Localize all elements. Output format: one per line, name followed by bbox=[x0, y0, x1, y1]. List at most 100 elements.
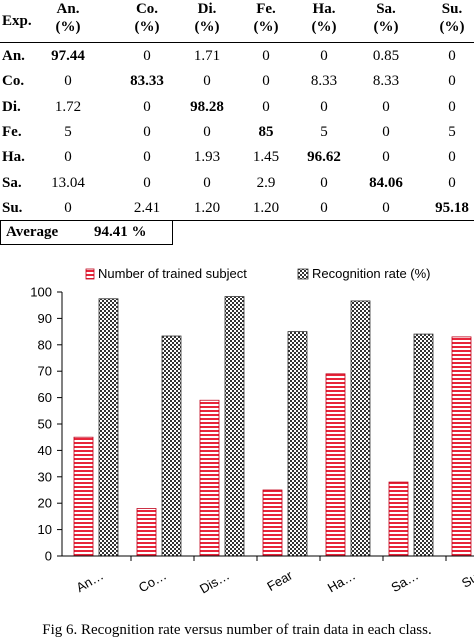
table-cell: 0 bbox=[320, 199, 328, 216]
table-cell: 5 bbox=[448, 123, 456, 140]
row-label: Ha. bbox=[2, 149, 25, 166]
bar-recognition-rate bbox=[161, 335, 182, 557]
table-row: Di. 1.72 0 98.28 0 0 0 0 bbox=[0, 94, 474, 121]
average-right-border bbox=[172, 220, 173, 244]
bar-chart: Number of trained subject Recognition ra… bbox=[30, 266, 474, 597]
table-cell: 1.20 bbox=[252, 199, 280, 216]
row-label: Di. bbox=[2, 98, 21, 115]
average-label: Average bbox=[6, 224, 59, 240]
column-header-unit: (%) bbox=[253, 19, 279, 35]
x-category-label: Dis… bbox=[197, 568, 232, 597]
table-cell: 0.85 bbox=[372, 48, 400, 64]
column-header-name: Fe. bbox=[256, 1, 276, 17]
average-top-rule bbox=[0, 220, 474, 221]
x-category-label: Co… bbox=[136, 568, 169, 596]
table-cell: 0 bbox=[203, 123, 211, 140]
column-header-name: Su. bbox=[441, 1, 463, 17]
x-category-label: Ha… bbox=[325, 568, 358, 596]
column-header-name: Di. bbox=[197, 1, 217, 17]
column-header-name: Co. bbox=[135, 1, 159, 17]
legend-label-trained-subject: Number of trained subject bbox=[98, 266, 247, 281]
column-header: Di. (%) bbox=[179, 0, 235, 42]
x-category-label: An… bbox=[73, 568, 106, 595]
row-label: Sa. bbox=[2, 174, 22, 191]
table-cell: 8.33 bbox=[372, 73, 400, 90]
column-header-name: Ha. bbox=[312, 1, 336, 17]
table-row: An. 97.44 0 1.71 0 0 0.85 0 bbox=[0, 43, 474, 70]
table-cell: 0 bbox=[448, 73, 456, 90]
column-header: Su. (%) bbox=[424, 0, 474, 42]
x-axis: An… Co… Dis… Fear Ha… Sa… Sur bbox=[62, 555, 474, 597]
table-cell: 1.72 bbox=[54, 98, 82, 115]
column-header-unit: (%) bbox=[373, 19, 399, 35]
table-cell: 8.33 bbox=[310, 73, 338, 90]
bars-group bbox=[73, 296, 472, 557]
bar-trained-subject bbox=[325, 373, 346, 557]
bar-trained-subject bbox=[136, 508, 157, 557]
y-tick-label: 50 bbox=[38, 417, 52, 432]
table-row: Sa. 13.04 0 0 2.9 0 84.06 0 bbox=[0, 170, 474, 197]
y-tick-label: 100 bbox=[30, 285, 52, 300]
table-cell: 2.41 bbox=[133, 199, 161, 216]
table-cell: 1.71 bbox=[193, 48, 221, 64]
table-cell: 0 bbox=[320, 174, 328, 191]
bar-trained-subject bbox=[262, 489, 283, 557]
table-cell: 13.04 bbox=[51, 174, 85, 191]
bar-recognition-rate bbox=[350, 300, 371, 557]
average-bottom-rule bbox=[0, 244, 173, 245]
table-corner-label: Exp. bbox=[2, 13, 32, 29]
table-cell: 0 bbox=[382, 149, 390, 166]
table-cell: 1.20 bbox=[193, 199, 221, 216]
y-tick-label: 20 bbox=[38, 496, 52, 511]
average-value: 94.41 % bbox=[94, 224, 147, 240]
y-tick-label: 30 bbox=[38, 469, 52, 484]
table-cell: 0 bbox=[64, 149, 72, 166]
table-cell: 5 bbox=[320, 123, 328, 140]
legend-swatch-trained-subject bbox=[85, 268, 95, 280]
column-header: Fe. (%) bbox=[238, 0, 294, 42]
column-header: Sa. (%) bbox=[358, 0, 414, 42]
column-header-unit: (%) bbox=[134, 19, 160, 35]
bar-trained-subject bbox=[388, 481, 409, 557]
row-label: An. bbox=[2, 48, 25, 64]
table-cell: 0 bbox=[143, 48, 151, 64]
average-left-border bbox=[0, 220, 1, 244]
y-axis: 0 10 20 30 40 50 60 70 80 90 100 bbox=[30, 285, 63, 564]
table-cell: 0 bbox=[143, 149, 151, 166]
column-header-name: An. bbox=[56, 1, 80, 17]
table-cell: 0 bbox=[448, 48, 456, 64]
table-cell: 0 bbox=[320, 98, 328, 115]
table-cell: 0 bbox=[64, 73, 72, 90]
y-tick-label: 40 bbox=[38, 443, 52, 458]
column-header-name: Sa. bbox=[376, 1, 396, 17]
column-header-unit: (%) bbox=[194, 19, 220, 35]
column-header-unit: (%) bbox=[55, 19, 81, 35]
table-cell: 97.44 bbox=[51, 48, 85, 64]
y-tick-label: 10 bbox=[38, 522, 52, 537]
bar-recognition-rate bbox=[413, 333, 434, 557]
column-header-unit: (%) bbox=[439, 19, 465, 35]
table-row: Co. 0 83.33 0 0 8.33 8.33 0 bbox=[0, 68, 474, 95]
x-category-label: Fear bbox=[264, 567, 295, 594]
table-cell: 84.06 bbox=[369, 174, 403, 191]
figure-caption: Fig 6. Recognition rate versus number of… bbox=[42, 622, 432, 638]
row-label: Fe. bbox=[2, 123, 22, 140]
table-header: Exp. An. (%) Co. (%) Di. (%) Fe. (%) Ha. (%) Sa. (%… bbox=[0, 0, 474, 42]
table-cell: 0 bbox=[143, 98, 151, 115]
y-tick-label: 90 bbox=[38, 311, 52, 326]
table-cell: 5 bbox=[64, 123, 72, 140]
bar-trained-subject bbox=[451, 336, 472, 557]
bar-recognition-rate bbox=[287, 331, 308, 557]
table-cell: 98.28 bbox=[190, 98, 224, 115]
table-cell: 0 bbox=[143, 123, 151, 140]
table-row: Su. 0 2.41 1.20 1.20 0 0 95.18 bbox=[0, 195, 474, 222]
table-cell: 0 bbox=[320, 48, 328, 64]
table-cell: 0 bbox=[64, 199, 72, 216]
table-cell: 1.45 bbox=[252, 149, 280, 166]
table-cell: 0 bbox=[262, 48, 270, 64]
x-category-label: Sur bbox=[459, 567, 474, 590]
table-cell: 0 bbox=[382, 98, 390, 115]
column-header: An. (%) bbox=[40, 0, 96, 42]
table-cell: 1.93 bbox=[193, 149, 221, 166]
table-cell: 0 bbox=[262, 73, 270, 90]
